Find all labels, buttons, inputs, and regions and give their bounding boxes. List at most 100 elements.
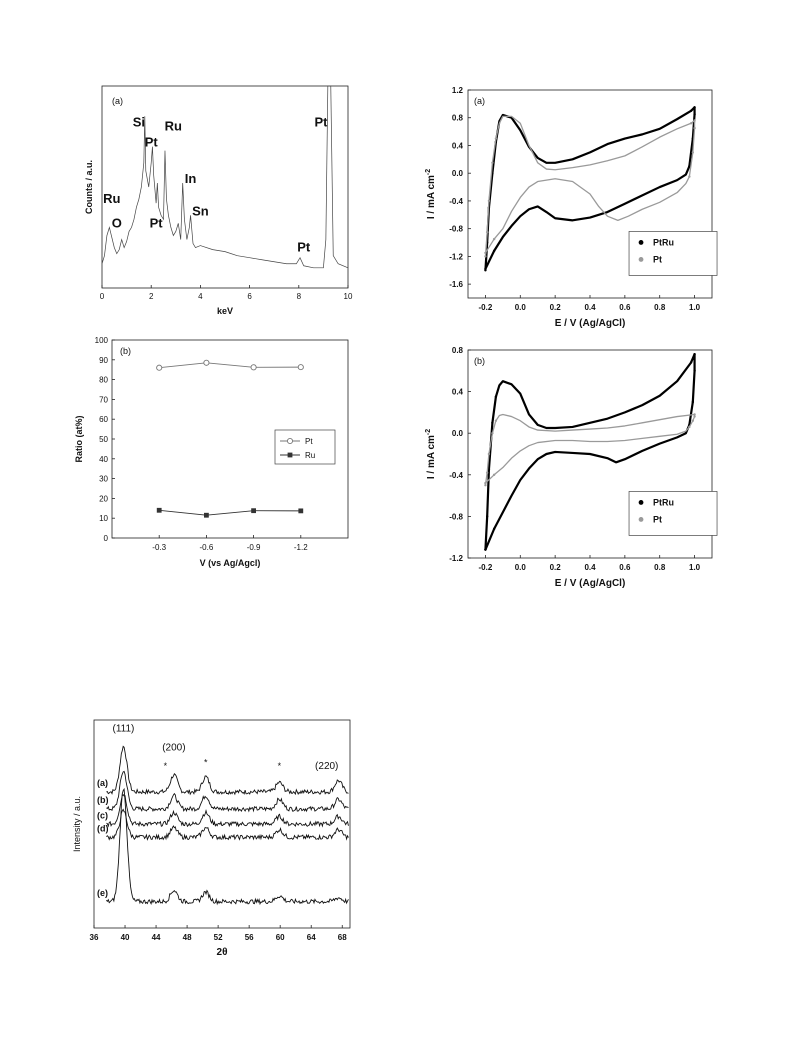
cv-point [689,122,693,125]
y-tick-label: 30 [99,475,108,484]
legend-label: Pt [653,254,662,264]
chart-svg: -0.2 0.0 0.2 0.4 0.6 0.8 1.0 -1.2 -0.8 -0.4 0.0 0.4… [425,346,718,589]
data-point-pt [203,359,210,366]
legend-box [274,429,336,465]
cv-point [485,230,489,234]
x-tick-label: 68 [338,933,347,942]
legend-marker [638,517,644,522]
peak-label: Pt [150,215,164,230]
x-axis-label: E / V (Ag/AgCl) [555,578,626,589]
x-axis-label: 2θ [217,947,228,958]
x-axis-label: V (vs Ag/Agcl) [200,558,261,568]
cv-point [691,400,695,404]
x-tick-label: 52 [214,933,223,942]
y-axis-label-main: I / mA cm [426,435,437,479]
reflection-label: * [164,761,168,771]
x-tick-label: 64 [307,933,316,942]
x-tick-label: 40 [121,933,130,942]
cv-point [492,473,496,476]
panel-label: (a) [474,96,485,106]
cv-point [691,419,695,422]
x-tick-label: 6 [247,292,252,301]
peak-label: Sn [192,203,209,218]
peak-label: Ru [103,191,120,206]
peak-label: Pt [145,135,159,150]
x-tick-label: 0.6 [619,303,631,312]
y-axis-label: Ratio (at%) [74,415,84,462]
x-tick-label: -1.2 [294,543,308,552]
cv-point [693,369,696,372]
data-point-pt [156,364,163,371]
peak-label: In [185,171,197,186]
x-tick-label: -0.6 [200,543,214,552]
peak-label: Ru [165,118,182,133]
cv-point [492,237,496,241]
cv-curve-pt [484,413,696,486]
y-tick-label: -0.4 [449,471,463,480]
y-tick-label: 0.0 [452,429,464,438]
composition-ratio-chart: 0 10 20 30 40 50 60 70 80 90 100 -0.3 -0.6 -0.9 -1.2 Pt… [70,330,360,580]
y-tick-label: -1.2 [449,252,463,261]
x-tick-label: 0.4 [584,563,596,572]
x-tick-label: 4 [198,292,203,301]
y-tick-label: 0.8 [452,346,464,355]
data-point-pt [297,364,304,371]
y-axis-label: Counts / a.u. [84,160,94,214]
legend-label: PtRu [653,237,674,247]
cyclic-voltammogram-a-chart: -0.2 0.0 0.2 0.4 0.6 0.8 1.0 -1.6 -1.2 -0.8 -0.4 0.… [420,78,720,338]
x-tick-label: 36 [90,933,99,942]
legend-marker [638,500,644,505]
pattern-label: (b) [97,795,109,805]
x-tick-label: 8 [297,292,302,301]
cv-point [693,415,696,418]
x-tick-label: 60 [276,933,285,942]
x-axis-label: E / V (Ag/AgCl) [555,318,626,329]
data-point-ru [156,507,162,513]
cv-point [484,255,487,258]
y-axis-label-exponent: -2 [425,169,432,175]
pattern-label: (e) [97,888,108,898]
y-tick-label: 20 [99,494,108,503]
y-tick-label: 40 [99,455,108,464]
reflection-label: (200) [162,742,185,753]
y-axis-label: I / mA cm-2 [425,169,437,219]
spectrum-line [101,85,349,269]
y-tick-label: 0.0 [452,169,464,178]
y-tick-label: -1.2 [449,554,463,563]
chart-svg: 0 10 20 30 40 50 60 70 80 90 100 -0.3 -0.6 -0.9 -1.2 Pt… [74,336,349,568]
x-tick-label: 0.8 [654,563,666,572]
peak-label: Pt [314,114,328,129]
legend-marker [638,240,644,245]
y-tick-label: 50 [99,435,108,444]
cv-point [484,251,487,255]
plot-frame [93,719,351,929]
y-tick-label: -0.8 [449,512,463,521]
cv-point [487,199,491,203]
cv-point [693,113,696,116]
cv-point [693,352,696,356]
cv-point [491,421,494,424]
data-point-ru [204,512,209,518]
legend-label: Ru [305,451,315,460]
cv-curve-ptru [484,106,696,271]
y-tick-label: 90 [99,356,108,365]
cv-point [491,432,494,435]
x-tick-label: 0.2 [550,303,562,312]
series-line-ru [159,509,301,516]
cv-point [494,419,498,422]
y-tick-label: 1.2 [452,86,464,95]
chart-svg: -0.2 0.0 0.2 0.4 0.6 0.8 1.0 -1.6 -1.2 -0.8 -0.4 0.… [425,86,718,329]
cv-point [485,515,489,518]
cv-point [494,137,498,140]
x-tick-label: -0.3 [152,543,166,552]
y-tick-label: 0.4 [452,141,464,150]
cyclic-voltammogram-b-chart: -0.2 0.0 0.2 0.4 0.6 0.8 1.0 -1.2 -0.8 -0.4 0.0 0.4… [420,338,720,598]
legend-box [628,231,718,276]
cv-point [689,109,693,112]
cv-point [693,126,696,130]
cv-point [689,361,693,364]
xrd-pattern-line [106,808,349,841]
xrd-pattern-chart: 36 40 44 48 52 56 60 64 68 (a) (b) (c) (d) (e) (111) (2… [70,710,360,970]
x-tick-label: -0.2 [479,563,493,572]
x-tick-label: 0.0 [515,303,527,312]
